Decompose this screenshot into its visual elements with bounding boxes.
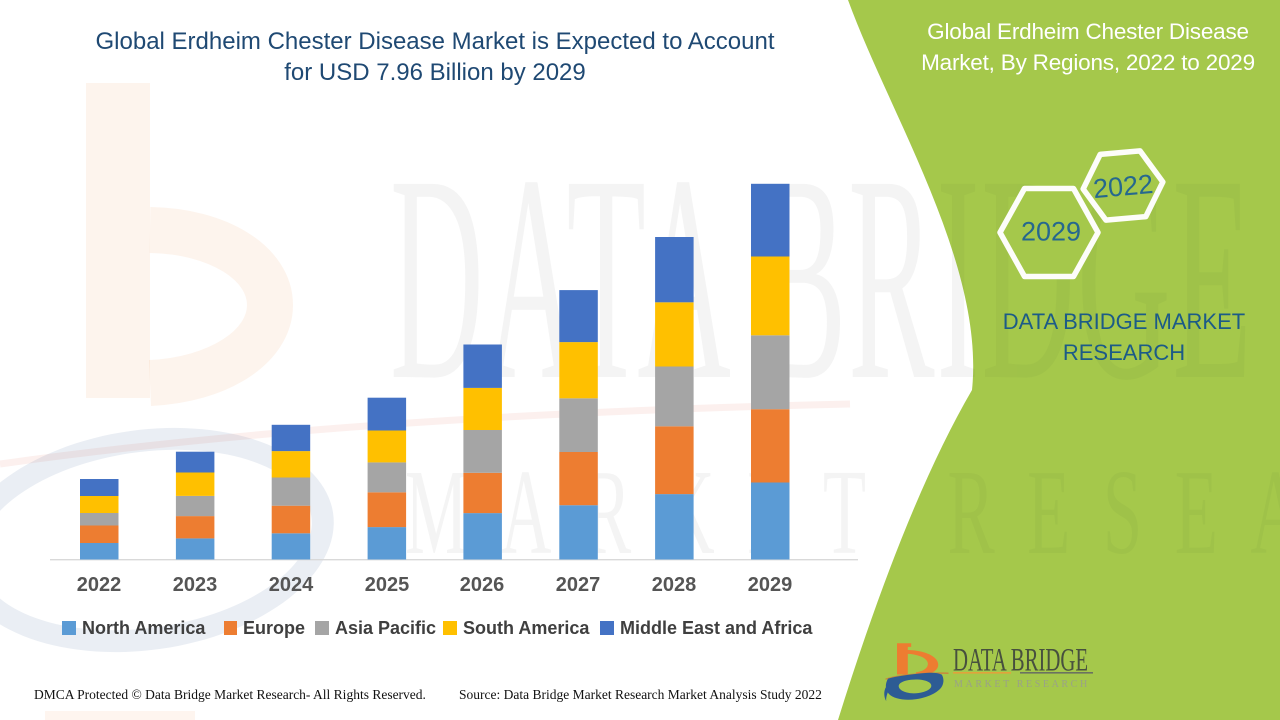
svg-text:MARKET RESEARCH: MARKET RESEARCH <box>954 679 1090 690</box>
svg-text:DATA BRIDGE: DATA BRIDGE <box>953 641 1088 678</box>
svg-text:2029: 2029 <box>1021 217 1081 247</box>
svg-text:2022: 2022 <box>1092 169 1154 204</box>
